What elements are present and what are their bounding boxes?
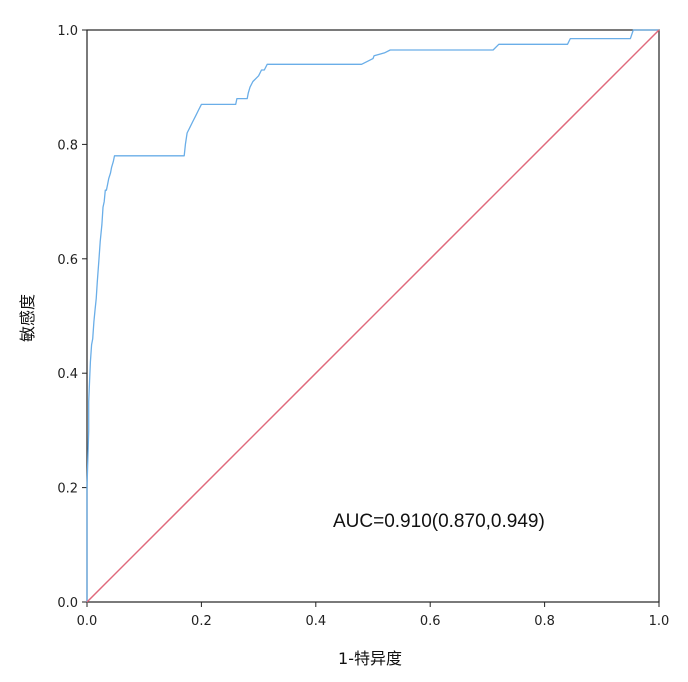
y-tick-label: 0.0 <box>57 596 78 611</box>
y-tick-label: 0.2 <box>57 482 78 497</box>
series-layer <box>86 29 660 603</box>
annotation-auc: AUC=0.910(0.870,0.949) <box>333 511 545 532</box>
x-tick-label: 0.6 <box>420 614 441 629</box>
reference-diagonal-line <box>86 29 660 603</box>
x-tick-label: 0.2 <box>191 614 212 629</box>
x-tick-label: 1.0 <box>649 614 670 629</box>
roc-curve-line <box>86 29 659 602</box>
y-tick-label: 0.6 <box>57 253 78 268</box>
x-tick-label: 0.0 <box>77 614 98 629</box>
y-tick-label: 1.0 <box>57 24 78 39</box>
x-tick-label: 0.8 <box>534 614 555 629</box>
y-axis-ticks: 0.0 0.2 0.4 0.6 0.8 1.0 <box>57 24 87 611</box>
x-axis-title: 1-特异度 <box>338 649 402 668</box>
y-tick-label: 0.8 <box>57 138 78 153</box>
y-axis-title: 敏感度 <box>18 294 37 342</box>
x-axis-ticks: 0.0 0.2 0.4 0.6 0.8 1.0 <box>77 602 670 629</box>
x-tick-label: 0.4 <box>305 614 326 629</box>
y-tick-label: 0.4 <box>57 367 78 382</box>
